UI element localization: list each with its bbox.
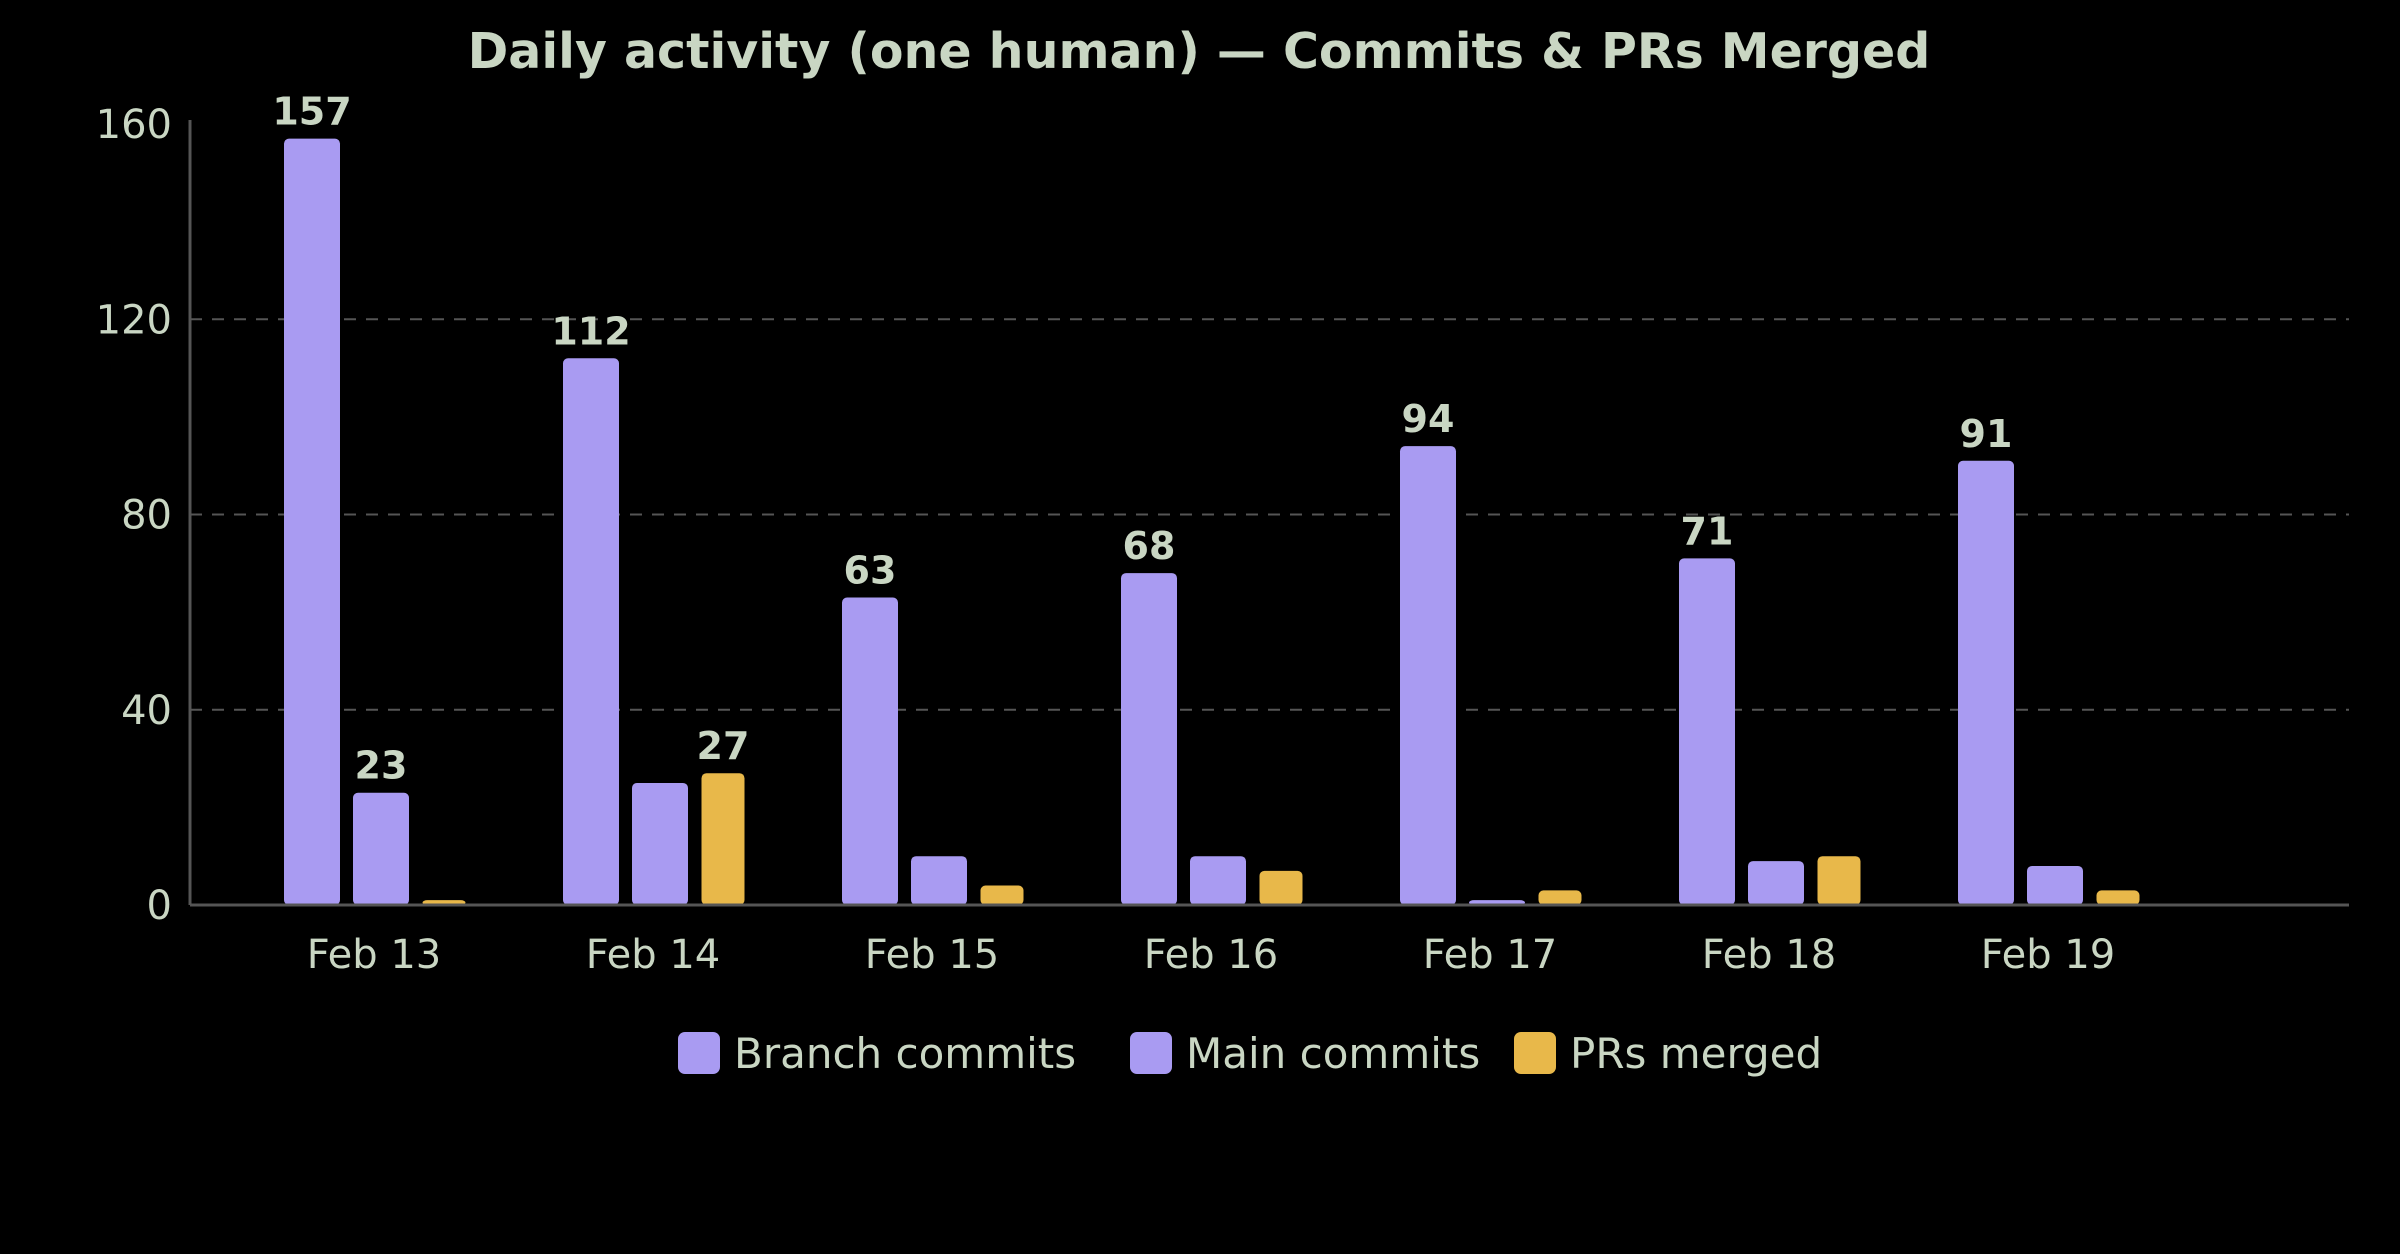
bar-main-commits xyxy=(1190,856,1246,905)
x-tick-label: Feb 19 xyxy=(1981,932,2115,978)
bar-branch-commits xyxy=(284,138,340,906)
bar-branch-commits xyxy=(1679,558,1735,905)
bar-prs-merged xyxy=(1817,856,1861,905)
bar-branch-commits xyxy=(1400,446,1456,905)
bar-main-commits xyxy=(1748,861,1804,905)
legend-swatch xyxy=(1130,1032,1172,1074)
y-tick-label: 40 xyxy=(121,688,172,734)
data-label: 63 xyxy=(844,548,897,592)
legend-label: Branch commits xyxy=(734,1029,1076,1078)
bar-prs-merged xyxy=(2096,890,2140,905)
legend-swatch xyxy=(678,1032,720,1074)
bar-branch-commits xyxy=(1958,460,2014,905)
legend-label: Main commits xyxy=(1186,1029,1480,1078)
bar-main-commits xyxy=(353,792,409,905)
data-label: 71 xyxy=(1681,509,1734,553)
bar-main-commits xyxy=(911,856,967,905)
x-tick-label: Feb 14 xyxy=(586,932,720,978)
y-tick-label: 0 xyxy=(147,883,172,929)
y-tick-label: 80 xyxy=(121,493,172,539)
data-label: 27 xyxy=(697,724,750,768)
bar-branch-commits xyxy=(1121,573,1177,905)
data-label: 91 xyxy=(1960,412,2013,456)
x-tick-label: Feb 18 xyxy=(1702,932,1836,978)
legend-label: PRs merged xyxy=(1570,1029,1822,1078)
bar-main-commits xyxy=(2027,865,2083,905)
bar-branch-commits xyxy=(563,358,619,905)
x-tick-label: Feb 17 xyxy=(1423,932,1557,978)
bar-prs-merged xyxy=(1259,870,1303,905)
bar-prs-merged xyxy=(980,885,1024,905)
data-label: 68 xyxy=(1123,524,1176,568)
data-label: 157 xyxy=(272,90,351,134)
y-tick-label: 160 xyxy=(96,102,172,148)
x-tick-label: Feb 13 xyxy=(307,932,441,978)
data-label: 112 xyxy=(551,309,630,353)
chart-title: Daily activity (one human) — Commits & P… xyxy=(468,23,1931,80)
bar-prs-merged xyxy=(1538,890,1582,905)
data-label: 23 xyxy=(355,744,408,788)
data-label: 94 xyxy=(1402,397,1455,441)
y-tick-label: 120 xyxy=(96,297,172,343)
bar-branch-commits xyxy=(842,597,898,905)
legend-swatch xyxy=(1514,1032,1556,1074)
x-tick-label: Feb 16 xyxy=(1144,932,1278,978)
bar-main-commits xyxy=(632,782,688,905)
bar-prs-merged xyxy=(701,773,745,905)
x-tick-label: Feb 15 xyxy=(865,932,999,978)
